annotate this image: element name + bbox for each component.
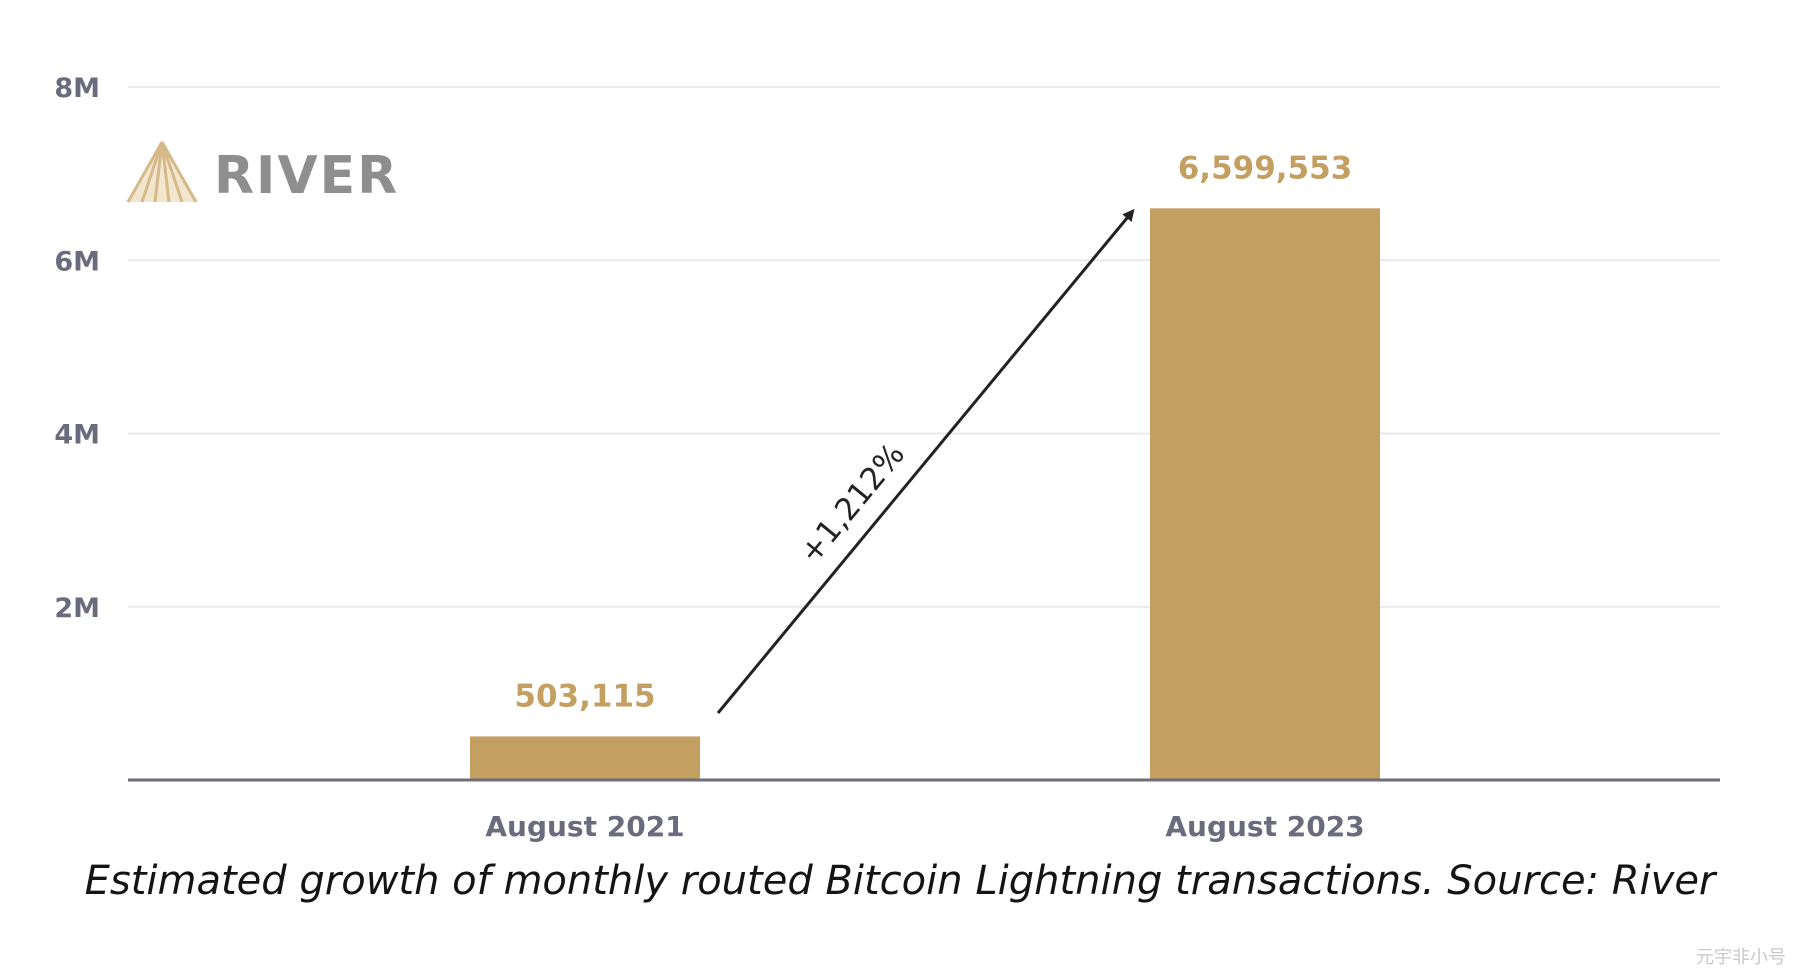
river-mountain-icon xyxy=(126,141,198,203)
data-labels: 503,115 6,599,553 xyxy=(514,150,1352,714)
y-tick-label: 2M xyxy=(54,593,100,624)
river-logo-text: RIVER xyxy=(214,146,399,206)
gridlines xyxy=(128,86,1720,608)
bar-1 xyxy=(470,736,700,780)
river-logo: RIVER xyxy=(126,141,399,206)
bars xyxy=(470,208,1380,780)
watermark: 元宇非小号 xyxy=(1696,947,1786,968)
y-tick-label: 4M xyxy=(54,420,100,451)
x-axis-categories: August 2021 August 2023 xyxy=(485,810,1364,843)
x-category-label: August 2023 xyxy=(1165,810,1364,843)
data-label: 6,599,553 xyxy=(1178,150,1353,186)
figure-caption: Estimated growth of monthly routed Bitco… xyxy=(84,858,1716,904)
x-category-label: August 2021 xyxy=(485,810,684,843)
data-label: 503,115 xyxy=(514,678,655,714)
growth-annotation: +1,212% xyxy=(716,208,1135,714)
bar-2 xyxy=(1150,208,1380,780)
y-axis-ticks: 2M 4M 6M 8M xyxy=(54,73,100,624)
y-tick-label: 6M xyxy=(54,246,100,277)
y-tick-label: 8M xyxy=(54,73,100,104)
growth-arrow xyxy=(716,208,1135,714)
